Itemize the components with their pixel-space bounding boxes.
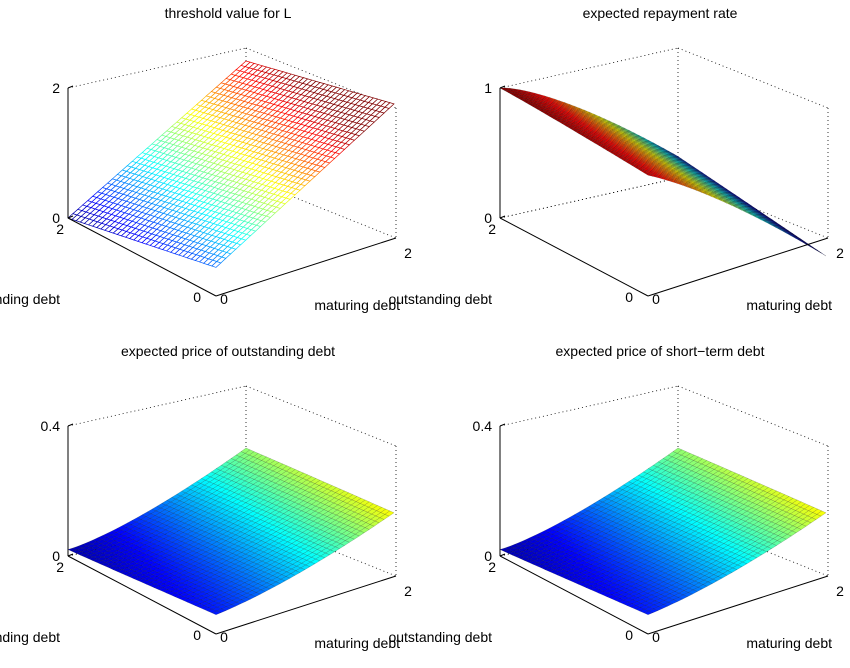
x-axis-label: maturing debt [314,635,400,651]
y-tick-label: 0 [625,289,633,305]
box-edge [245,385,397,447]
x-tick-label: 2 [836,245,844,261]
subplot-title: expected price of short−term debt [556,343,765,359]
y-axis-label: outstanding debt [388,291,492,307]
subplot-title: threshold value for L [165,5,292,21]
x-axis-label: maturing debt [314,297,400,313]
surface [499,447,827,615]
x-axis-line [647,237,829,297]
box-edge [499,47,679,89]
subplot-3: expected price of outstanding debt 0 0.4 2 0… [0,343,412,651]
x-tick-label: 2 [404,245,412,261]
surface [67,60,395,268]
y-tick-label: 2 [488,221,496,237]
box-edge [245,177,397,239]
surface [67,447,395,615]
z-tick [67,85,74,89]
box-edge [677,47,829,109]
x-axis-label: maturing debt [746,297,832,313]
x-tick-label: 0 [220,629,228,645]
subplot-title: expected repayment rate [583,5,738,21]
z-tick-label: 1 [484,80,492,96]
box-edge [245,47,397,109]
box-edge [67,47,247,89]
x-tick-label: 0 [652,291,660,307]
y-tick-label: 2 [56,559,64,575]
z-tick [67,215,74,219]
floor-edge [499,177,679,219]
subplot-title: expected price of outstanding debt [121,343,335,359]
subplot-1: threshold value for L022002outstanding d… [0,5,412,313]
box-edge [67,385,247,427]
y-tick-label: 0 [193,289,201,305]
box-edge [499,177,679,219]
box-edge [499,385,679,427]
surface-cell [384,102,395,109]
y-axis-label: outstanding debt [0,629,60,645]
x-axis-line [215,237,397,297]
y-tick-label: 0 [193,627,201,643]
box-edge [677,385,829,447]
z-tick-label: 0.4 [41,418,61,434]
y-axis-label: outstanding debt [0,291,60,307]
z-tick-label: 2 [52,80,60,96]
surface-cell [816,250,827,257]
surface [499,87,827,257]
x-tick-label: 2 [404,583,412,599]
y-tick-label: 2 [56,221,64,237]
z-tick-label: 0 [52,210,60,226]
y-axis-line [499,217,649,297]
y-axis-line [67,217,217,297]
x-tick-label: 0 [220,291,228,307]
